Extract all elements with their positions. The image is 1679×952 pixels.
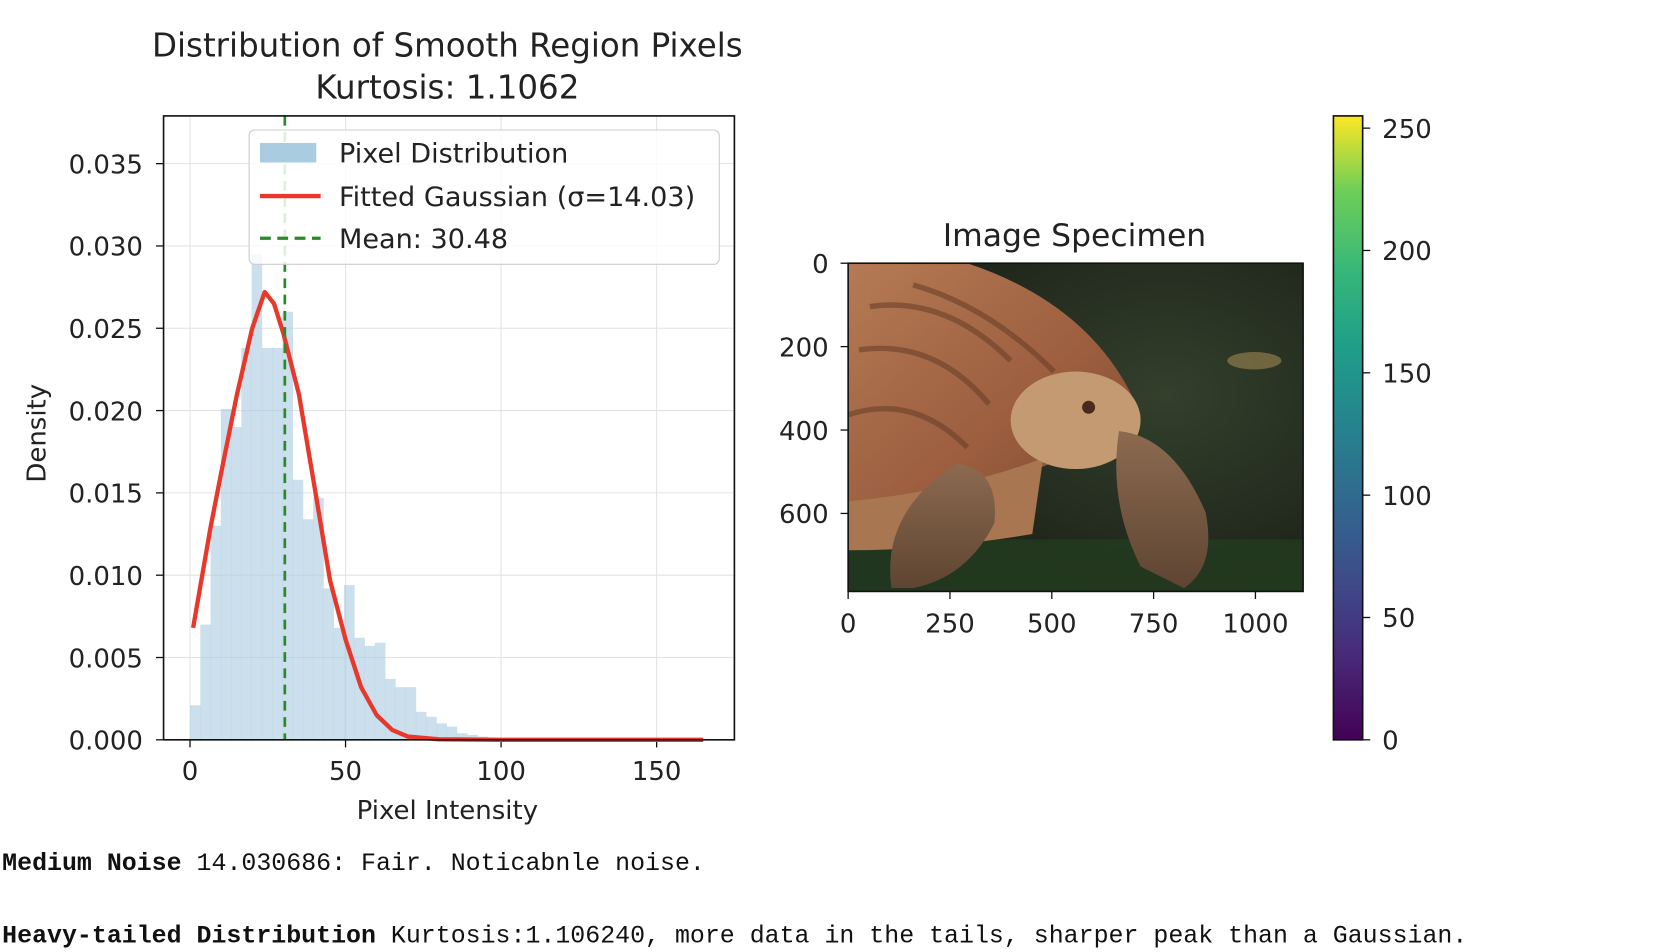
x-axis-label: Pixel Intensity bbox=[357, 796, 538, 826]
hist-subtitle: Kurtosis: 1.1062 bbox=[315, 69, 579, 107]
noise-label: Medium Noise bbox=[2, 849, 182, 878]
colorbar-gradient bbox=[1332, 115, 1364, 741]
y-tick-label: 0.000 bbox=[69, 727, 143, 757]
legend-swatch-histogram bbox=[259, 142, 317, 163]
histogram-bar bbox=[374, 642, 386, 740]
histogram-bar bbox=[395, 687, 406, 740]
y-tick-label: 0.020 bbox=[69, 397, 143, 427]
image-y-tick-label: 400 bbox=[779, 417, 829, 447]
histogram-bar bbox=[261, 348, 273, 740]
legend-box bbox=[248, 129, 720, 265]
colorbar-tick-label: 0 bbox=[1382, 727, 1399, 757]
histogram-bar bbox=[251, 254, 263, 740]
histogram-bar bbox=[282, 311, 293, 740]
image-x-tick-label: 750 bbox=[1129, 610, 1179, 640]
histogram-bar bbox=[385, 678, 396, 740]
x-tick-label: 100 bbox=[476, 757, 526, 787]
histogram-bar bbox=[231, 427, 242, 740]
noise-note: Medium Noise 14.030686: Fair. Noticabnle… bbox=[2, 849, 705, 877]
legend-label-gaussian: Fitted Gaussian (σ=14.03) bbox=[339, 182, 695, 213]
image-y-tick-label: 600 bbox=[779, 500, 829, 530]
histogram-bar bbox=[364, 645, 376, 740]
colorbar-tick-label: 250 bbox=[1382, 115, 1432, 145]
tortoise-image bbox=[848, 263, 1304, 592]
image-x-tick-label: 250 bbox=[925, 610, 975, 640]
colorbar-tick-label: 200 bbox=[1382, 237, 1432, 267]
histogram-bar bbox=[426, 716, 437, 740]
histogram-axes: 0 50 100 150 0.000 0.005 0.010 0.015 0.020 0.025 0… bbox=[69, 115, 736, 787]
image-y-tick-label: 200 bbox=[779, 333, 829, 363]
colorbar-tick-label: 50 bbox=[1382, 604, 1415, 634]
x-tick-label: 0 bbox=[182, 757, 199, 787]
histogram-bar bbox=[272, 348, 283, 740]
image-frame bbox=[847, 262, 1304, 593]
legend-label-histogram: Pixel Distribution bbox=[339, 138, 568, 169]
histogram-bar bbox=[333, 627, 345, 740]
kurtosis-text: Kurtosis:1.106240, more data in the tail… bbox=[375, 921, 1468, 950]
histogram-bar bbox=[210, 525, 222, 740]
histogram-bar bbox=[436, 723, 447, 740]
image-y-tick-label: 0 bbox=[812, 250, 829, 280]
hist-title: Distribution of Smooth Region Pixels bbox=[152, 26, 743, 64]
histogram-bar bbox=[302, 519, 314, 740]
colorbar: 0 50 100 150 200 250 bbox=[1332, 115, 1432, 757]
histogram-bar bbox=[190, 705, 201, 740]
histogram-bar bbox=[343, 585, 355, 740]
y-tick-label: 0.030 bbox=[69, 233, 143, 263]
y-tick-label: 0.035 bbox=[69, 150, 143, 180]
histogram-bar bbox=[405, 687, 417, 740]
image-title: Image Specimen bbox=[943, 218, 1206, 254]
y-tick-label: 0.010 bbox=[69, 562, 143, 592]
histogram-bar bbox=[467, 734, 478, 740]
y-tick-label: 0.005 bbox=[69, 644, 143, 674]
x-tick-label: 150 bbox=[632, 757, 682, 787]
gaussian-curve bbox=[190, 289, 704, 742]
colorbar-tick-label: 100 bbox=[1382, 482, 1432, 512]
y-axis-label: Density bbox=[22, 384, 52, 483]
histogram-bar bbox=[313, 497, 324, 740]
kurtosis-note: Heavy-tailed Distribution Kurtosis:1.106… bbox=[2, 922, 1467, 950]
histogram-bar bbox=[456, 733, 468, 740]
noise-text: 14.030686: Fair. Noticabnle noise. bbox=[181, 849, 705, 878]
colorbar-tick-label: 150 bbox=[1382, 360, 1432, 390]
image-x-tick-label: 500 bbox=[1027, 610, 1077, 640]
histogram-bar bbox=[200, 624, 211, 740]
legend: Pixel Distribution Fitted Gaussian (σ=14… bbox=[248, 129, 720, 265]
histogram-bar bbox=[220, 408, 232, 740]
x-tick-label: 50 bbox=[329, 757, 362, 787]
histogram-bar bbox=[292, 479, 304, 740]
image-axes: 0 250 500 750 1000 0 200 400 600 bbox=[779, 250, 1304, 640]
image-x-tick-label: 0 bbox=[840, 610, 857, 640]
figure-canvas: Distribution of Smooth Region Pixels Kur… bbox=[22, 26, 1432, 826]
legend-label-mean: Mean: 30.48 bbox=[339, 224, 508, 255]
image-x-tick-label: 1000 bbox=[1222, 610, 1288, 640]
y-tick-label: 0.015 bbox=[69, 480, 143, 510]
kurtosis-label: Heavy-tailed Distribution bbox=[2, 921, 376, 950]
histogram-bar bbox=[446, 726, 458, 740]
histogram-bar bbox=[323, 588, 335, 740]
histogram-bar bbox=[241, 348, 252, 740]
histogram-bar bbox=[415, 711, 427, 740]
y-tick-label: 0.025 bbox=[69, 315, 143, 345]
axes-frame bbox=[162, 115, 736, 741]
